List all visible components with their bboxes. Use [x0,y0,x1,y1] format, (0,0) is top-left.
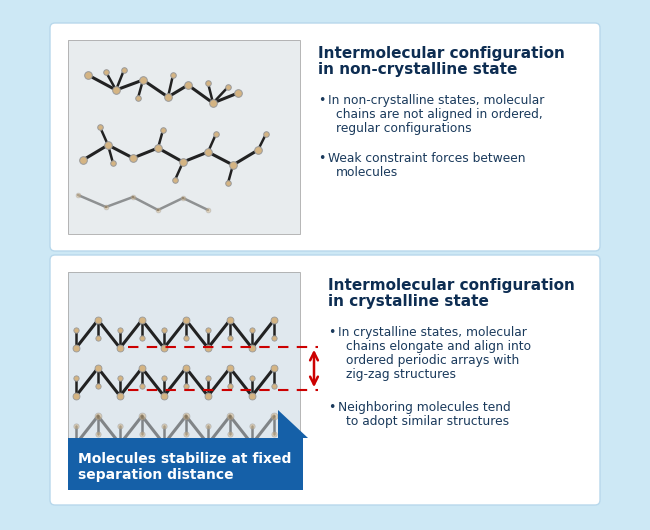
Text: regular configurations: regular configurations [336,122,472,135]
Text: in non-crystalline state: in non-crystalline state [318,62,517,77]
Text: ordered periodic arrays with: ordered periodic arrays with [346,354,519,367]
Text: separation distance: separation distance [78,468,233,482]
Text: •: • [328,401,335,414]
FancyBboxPatch shape [68,40,300,234]
Text: Intermolecular configuration: Intermolecular configuration [318,46,565,61]
Text: Weak constraint forces between: Weak constraint forces between [328,152,525,165]
FancyBboxPatch shape [50,255,600,505]
Text: chains elongate and align into: chains elongate and align into [346,340,531,353]
Text: Neighboring molecules tend: Neighboring molecules tend [338,401,511,414]
Text: •: • [318,94,326,107]
Text: Intermolecular configuration: Intermolecular configuration [328,278,575,293]
Polygon shape [278,410,308,438]
Text: chains are not aligned in ordered,: chains are not aligned in ordered, [336,108,543,121]
FancyBboxPatch shape [68,438,303,490]
Text: zig-zag structures: zig-zag structures [346,368,456,381]
Text: molecules: molecules [336,166,398,179]
Text: In non-crystalline states, molecular: In non-crystalline states, molecular [328,94,545,107]
Text: In crystalline states, molecular: In crystalline states, molecular [338,326,527,339]
Text: Molecules stabilize at fixed: Molecules stabilize at fixed [78,452,291,466]
FancyBboxPatch shape [68,272,300,466]
Text: to adopt similar structures: to adopt similar structures [346,415,509,428]
Text: •: • [328,326,335,339]
Text: •: • [318,152,326,165]
Text: in crystalline state: in crystalline state [328,294,489,309]
FancyBboxPatch shape [50,23,600,251]
